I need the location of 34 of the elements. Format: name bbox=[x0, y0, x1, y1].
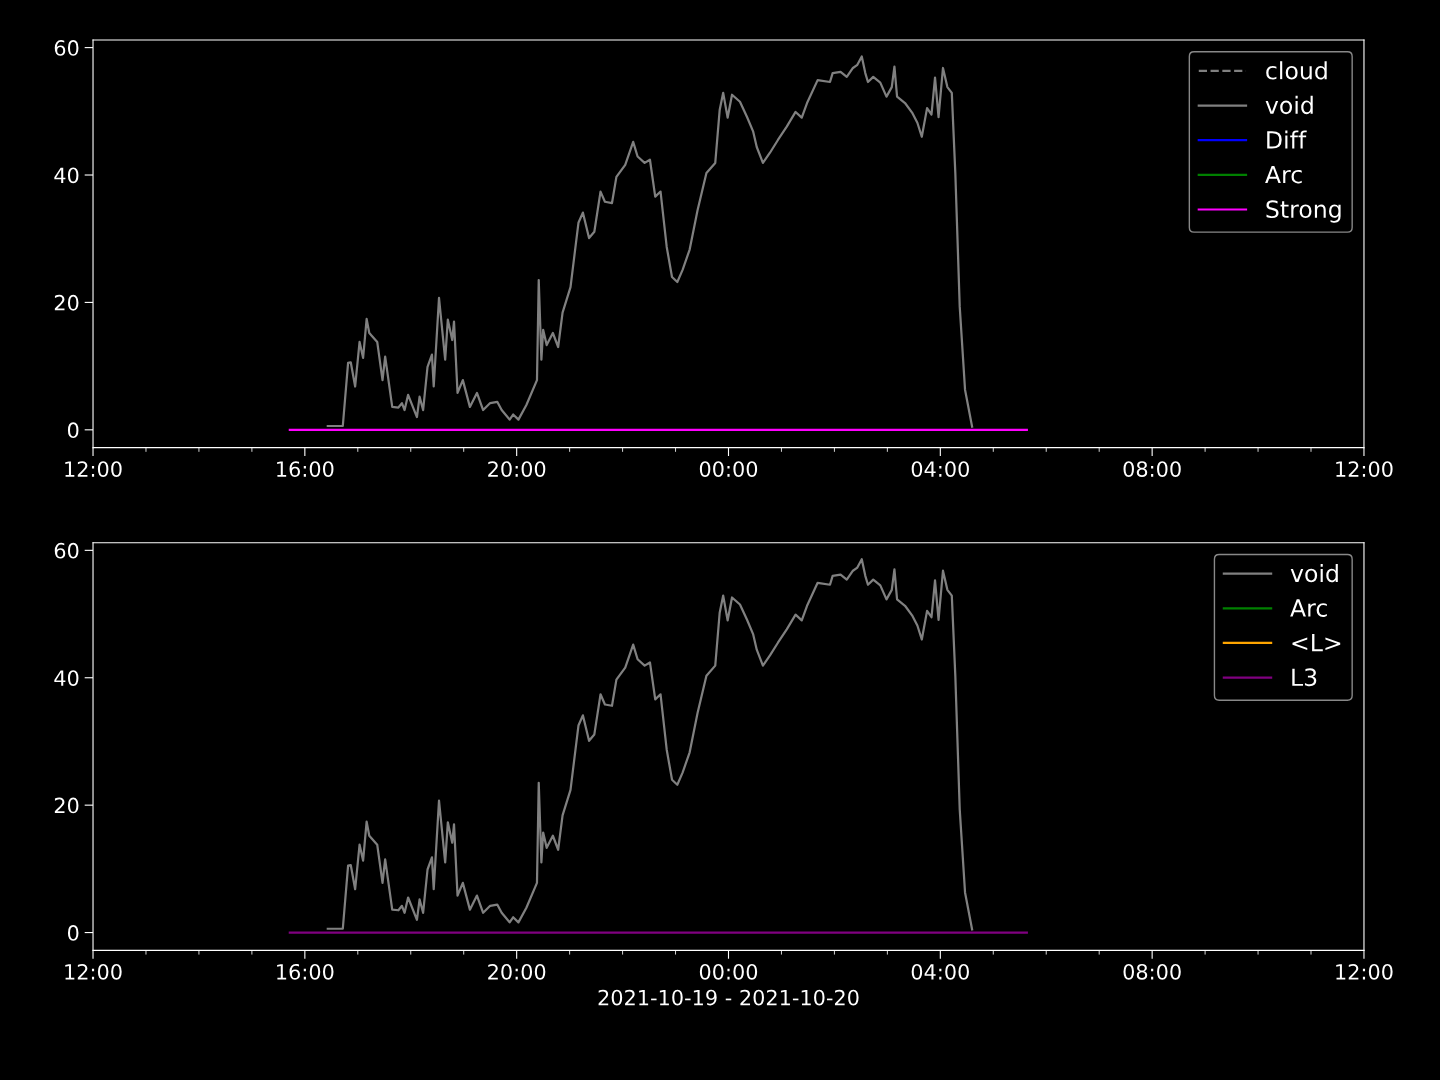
x-tick-label: 12:00 bbox=[65, 963, 122, 980]
line-series bbox=[326, 55, 974, 428]
y-tick-label: 0 bbox=[67, 925, 79, 941]
line-series bbox=[326, 558, 974, 931]
legend-label: void bbox=[1265, 95, 1313, 115]
x-axis-title: 2021-10-19 - 2021-10-20 bbox=[598, 989, 859, 1006]
x-tick-label: 08:00 bbox=[1123, 461, 1181, 477]
legend-label: L3 bbox=[1292, 668, 1317, 687]
x-tick-label: 12:00 bbox=[1336, 963, 1393, 980]
legend-label: Diff bbox=[1267, 130, 1307, 149]
y-tick-label: 60 bbox=[54, 542, 79, 559]
y-tick-label: 20 bbox=[54, 294, 79, 311]
legend-label: Arc bbox=[1265, 165, 1302, 184]
x-tick-label: 00:00 bbox=[699, 963, 758, 980]
y-tick-label: 60 bbox=[54, 40, 79, 56]
legend-label: void bbox=[1290, 563, 1338, 583]
x-tick-label: 20:00 bbox=[488, 461, 546, 477]
legend-label: cloud bbox=[1266, 61, 1327, 80]
x-tick-label: 16:00 bbox=[277, 963, 334, 980]
x-tick-label: 20:00 bbox=[488, 963, 546, 980]
legend-label: <L> bbox=[1292, 633, 1341, 652]
x-tick-label: 12:00 bbox=[65, 461, 122, 477]
y-tick-label: 40 bbox=[54, 167, 79, 184]
x-tick-label: 12:00 bbox=[1336, 461, 1393, 477]
legend-label: Arc bbox=[1290, 599, 1327, 617]
y-tick-label: 40 bbox=[54, 670, 79, 686]
y-tick-label: 0 bbox=[67, 422, 79, 439]
x-tick-label: 08:00 bbox=[1123, 963, 1181, 980]
x-tick-label: 16:00 bbox=[277, 461, 334, 477]
x-tick-label: 00:00 bbox=[699, 461, 758, 477]
x-tick-label: 04:00 bbox=[911, 461, 969, 477]
legend-label: Strong bbox=[1266, 200, 1341, 223]
x-tick-label: 04:00 bbox=[911, 963, 969, 980]
y-tick-label: 20 bbox=[54, 797, 79, 814]
